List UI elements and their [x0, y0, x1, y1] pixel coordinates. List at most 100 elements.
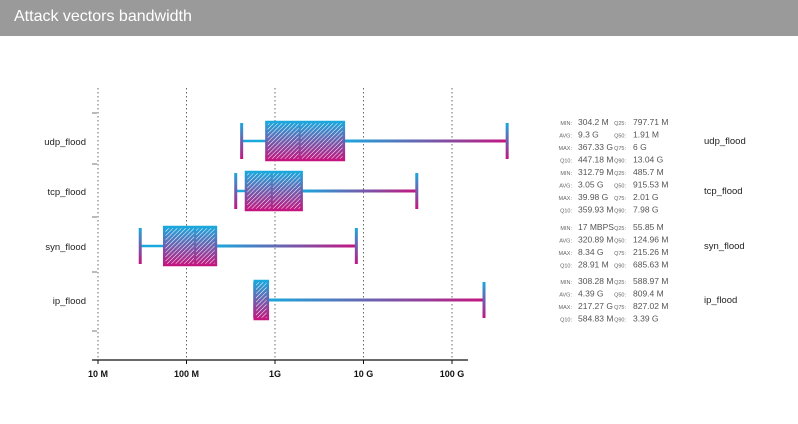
stat-value-q50: 1.91 M — [633, 130, 659, 140]
stat-key: Q10: — [560, 159, 572, 165]
stat-key: Q90: — [614, 159, 626, 165]
stat-value-q25: 55.85 M — [633, 222, 664, 232]
stat-key: MAX: — [559, 251, 573, 257]
x-tick-label: 100 G — [440, 369, 465, 379]
stat-key: Q25: — [614, 226, 626, 232]
stat-key: Q50: — [614, 134, 626, 140]
stat-value-avg: 320.89 M — [578, 235, 613, 245]
iqr-box-border — [244, 170, 303, 212]
stat-key: Q90: — [614, 264, 626, 270]
x-axis: 10 M 100 M 1G 10 G 100 G — [88, 112, 468, 379]
stat-value-q25: 797.71 M — [633, 117, 668, 127]
stat-value-avg: 9.3 G — [578, 130, 599, 140]
stat-key: MIN: — [560, 226, 572, 232]
stat-value-min: 312.79 M — [578, 167, 613, 177]
stat-value-q90: 3.39 G — [633, 314, 659, 324]
stat-key: MAX: — [559, 305, 573, 311]
stat-value-max: 8.34 G — [578, 247, 604, 257]
stat-key: MIN: — [560, 280, 572, 286]
stat-key: Q90: — [614, 318, 626, 324]
category-label-right: syn_flood — [704, 241, 745, 252]
upper-whisker — [215, 244, 357, 248]
stat-value-q90: 7.98 G — [633, 205, 659, 215]
stat-key: Q50: — [614, 239, 626, 245]
stat-key: Q75: — [614, 146, 626, 152]
stat-key: AVG: — [559, 134, 572, 140]
stat-value-max: 217.27 G — [578, 301, 613, 311]
x-tick-label: 10 G — [354, 369, 374, 379]
category-label: ip_flood — [53, 296, 86, 307]
x-tick-label: 10 M — [88, 369, 108, 379]
iqr-box-hatch — [245, 172, 302, 210]
series-syn-flood: syn_flood MIN: 17 MBPS Q25: 55.85 M AVG: 320.8… — [45, 222, 744, 270]
median-line — [253, 281, 256, 319]
median-line — [298, 122, 301, 160]
category-label: syn_flood — [45, 242, 86, 253]
stat-value-min: 304.2 M — [578, 117, 609, 127]
stat-value-min: 17 MBPS — [578, 222, 614, 232]
upper-whisker — [343, 139, 508, 143]
stat-value-q75: 215.26 M — [633, 247, 668, 257]
x-tick-label: 100 M — [174, 369, 199, 379]
stat-value-q50: 809.4 M — [633, 289, 664, 299]
attack-vectors-chart: 10 M 100 M 1G 10 G 100 G udp_flood MIN: 304.2 … — [44, 88, 746, 379]
stat-key: Q25: — [614, 121, 626, 127]
stat-value-max: 39.98 G — [578, 192, 608, 202]
upper-whisker-cap — [505, 123, 509, 159]
upper-whisker-cap — [354, 228, 358, 264]
stat-value-q10: 359.93 M — [578, 205, 613, 215]
stat-key: AVG: — [559, 239, 572, 245]
stat-key: Q75: — [614, 196, 626, 202]
stat-value-q10: 584.83 M — [578, 314, 613, 324]
series-ip-flood: ip_flood MIN: 308.28 M Q25: 588.97 M AVG: 4.39… — [53, 276, 738, 324]
x-tick-label: 1G — [269, 369, 281, 379]
category-label: tcp_flood — [47, 187, 86, 198]
stat-value-q75: 2.01 G — [633, 192, 659, 202]
iqr-box-border — [162, 225, 218, 267]
lower-whisker-cap — [138, 228, 142, 264]
stat-value-q10: 28.91 M — [578, 260, 609, 270]
stat-key: Q10: — [560, 209, 572, 215]
stat-key: Q90: — [614, 209, 626, 215]
stat-value-q25: 485.7 M — [633, 167, 664, 177]
upper-whisker — [301, 189, 417, 193]
series-udp-flood: udp_flood MIN: 304.2 M Q25: 797.71 M AVG: 9.3 … — [44, 117, 745, 165]
stat-key: AVG: — [559, 184, 572, 190]
median-line — [194, 227, 197, 265]
stat-key: Q25: — [614, 171, 626, 177]
stat-value-q50: 124.96 M — [633, 235, 668, 245]
stat-key: MAX: — [559, 146, 573, 152]
stat-key: AVG: — [559, 293, 572, 299]
stat-value-q75: 827.02 M — [633, 301, 668, 311]
lower-whisker-cap — [240, 123, 244, 159]
stat-key: MIN: — [560, 171, 572, 177]
stat-value-q10: 447.18 M — [578, 155, 613, 165]
iqr-box-border — [265, 120, 346, 162]
stat-value-q90: 13.04 G — [633, 155, 663, 165]
iqr-box-hatch — [164, 227, 216, 265]
stat-key: Q10: — [560, 264, 572, 270]
upper-whisker-cap — [415, 173, 419, 209]
stat-value-q50: 915.53 M — [633, 180, 668, 190]
upper-whisker — [267, 298, 485, 302]
category-label-right: ip_flood — [704, 295, 737, 306]
iqr-box-hatch — [254, 281, 268, 319]
stat-key: Q25: — [614, 280, 626, 286]
stat-key: Q10: — [560, 318, 572, 324]
series-tcp-flood: tcp_flood MIN: 312.79 M Q25: 485.7 M AVG: 3.05… — [47, 167, 742, 215]
lower-whisker-cap — [234, 173, 238, 209]
stat-value-q25: 588.97 M — [633, 276, 668, 286]
stat-value-avg: 3.05 G — [578, 180, 604, 190]
stat-value-max: 367.33 G — [578, 142, 613, 152]
panel-header: Attack vectors bandwidth — [0, 0, 798, 36]
stat-value-avg: 4.39 G — [578, 289, 604, 299]
stat-key: Q75: — [614, 251, 626, 257]
category-label-right: tcp_flood — [704, 186, 743, 197]
stat-key: MIN: — [560, 121, 572, 127]
stat-key: Q75: — [614, 305, 626, 311]
stat-key: Q50: — [614, 184, 626, 190]
stat-key: Q50: — [614, 293, 626, 299]
category-label: udp_flood — [44, 137, 86, 148]
stat-value-min: 308.28 M — [578, 276, 613, 286]
stat-key: MAX: — [559, 196, 573, 202]
